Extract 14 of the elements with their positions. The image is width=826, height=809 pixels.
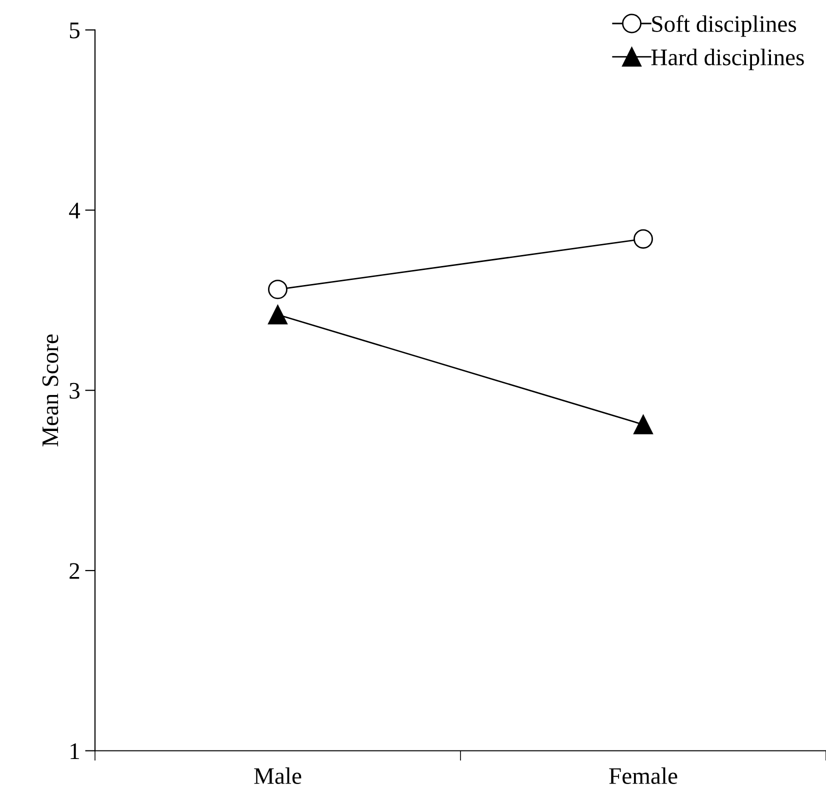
y-tick-label: 5 [70, 22, 80, 38]
x-tick-label: Male [254, 767, 302, 784]
y-tick-label: 4 [69, 202, 80, 218]
y-tick-label: 1 [70, 743, 79, 759]
y-tick-label: 3 [70, 382, 80, 399]
point [634, 229, 653, 249]
point [268, 304, 288, 324]
x-tick-label: Female [609, 767, 678, 784]
legend-label: Soft disciplines [652, 15, 796, 37]
y-axis-title: Mean Score [42, 334, 58, 446]
y-tick-label: 2 [70, 563, 80, 579]
point [634, 414, 653, 434]
point [268, 280, 288, 300]
legend-label: Hard disciplines [651, 48, 804, 70]
